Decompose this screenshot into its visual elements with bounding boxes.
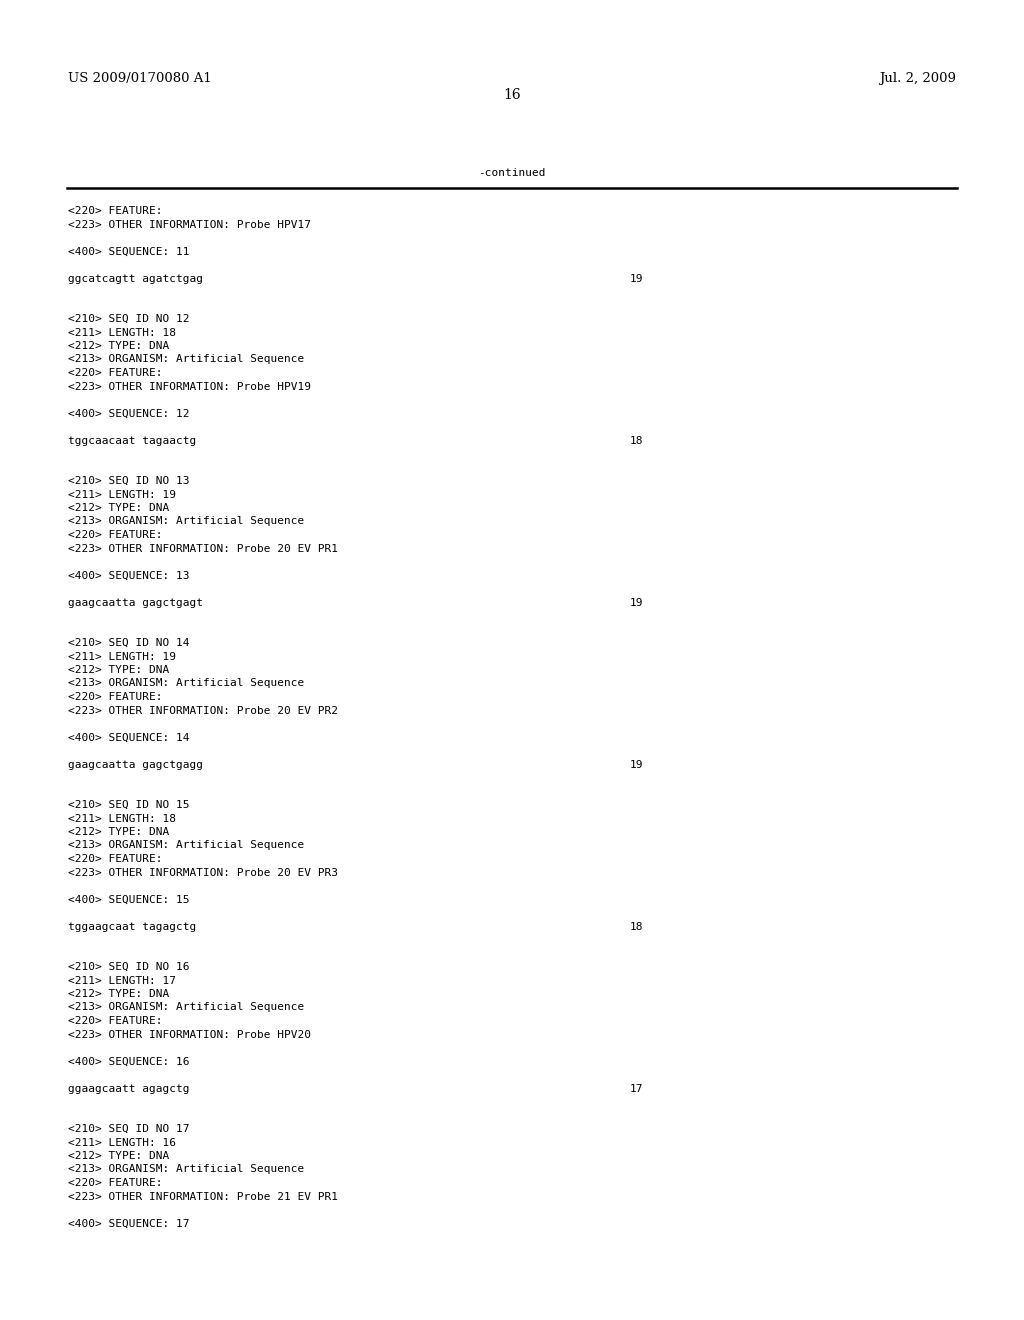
Text: tggcaacaat tagaactg: tggcaacaat tagaactg bbox=[68, 436, 197, 446]
Text: <400> SEQUENCE: 13: <400> SEQUENCE: 13 bbox=[68, 570, 189, 581]
Text: <212> TYPE: DNA: <212> TYPE: DNA bbox=[68, 828, 169, 837]
Text: <212> TYPE: DNA: <212> TYPE: DNA bbox=[68, 989, 169, 999]
Text: <210> SEQ ID NO 16: <210> SEQ ID NO 16 bbox=[68, 962, 189, 972]
Text: -continued: -continued bbox=[478, 168, 546, 178]
Text: <213> ORGANISM: Artificial Sequence: <213> ORGANISM: Artificial Sequence bbox=[68, 841, 304, 850]
Text: <211> LENGTH: 18: <211> LENGTH: 18 bbox=[68, 813, 176, 824]
Text: <223> OTHER INFORMATION: Probe 20 EV PR1: <223> OTHER INFORMATION: Probe 20 EV PR1 bbox=[68, 544, 338, 553]
Text: <211> LENGTH: 17: <211> LENGTH: 17 bbox=[68, 975, 176, 986]
Text: <211> LENGTH: 19: <211> LENGTH: 19 bbox=[68, 652, 176, 661]
Text: <223> OTHER INFORMATION: Probe HPV20: <223> OTHER INFORMATION: Probe HPV20 bbox=[68, 1030, 311, 1040]
Text: <400> SEQUENCE: 14: <400> SEQUENCE: 14 bbox=[68, 733, 189, 742]
Text: <210> SEQ ID NO 14: <210> SEQ ID NO 14 bbox=[68, 638, 189, 648]
Text: US 2009/0170080 A1: US 2009/0170080 A1 bbox=[68, 73, 212, 84]
Text: <220> FEATURE:: <220> FEATURE: bbox=[68, 1177, 163, 1188]
Text: <211> LENGTH: 18: <211> LENGTH: 18 bbox=[68, 327, 176, 338]
Text: 18: 18 bbox=[630, 436, 643, 446]
Text: <210> SEQ ID NO 17: <210> SEQ ID NO 17 bbox=[68, 1125, 189, 1134]
Text: <223> OTHER INFORMATION: Probe HPV17: <223> OTHER INFORMATION: Probe HPV17 bbox=[68, 219, 311, 230]
Text: 17: 17 bbox=[630, 1084, 643, 1093]
Text: <220> FEATURE:: <220> FEATURE: bbox=[68, 854, 163, 865]
Text: <210> SEQ ID NO 15: <210> SEQ ID NO 15 bbox=[68, 800, 189, 810]
Text: <220> FEATURE:: <220> FEATURE: bbox=[68, 692, 163, 702]
Text: <223> OTHER INFORMATION: Probe 20 EV PR2: <223> OTHER INFORMATION: Probe 20 EV PR2 bbox=[68, 705, 338, 715]
Text: <212> TYPE: DNA: <212> TYPE: DNA bbox=[68, 1151, 169, 1162]
Text: <220> FEATURE:: <220> FEATURE: bbox=[68, 1016, 163, 1026]
Text: <223> OTHER INFORMATION: Probe HPV19: <223> OTHER INFORMATION: Probe HPV19 bbox=[68, 381, 311, 392]
Text: <400> SEQUENCE: 11: <400> SEQUENCE: 11 bbox=[68, 247, 189, 256]
Text: <213> ORGANISM: Artificial Sequence: <213> ORGANISM: Artificial Sequence bbox=[68, 1164, 304, 1175]
Text: ggcatcagtt agatctgag: ggcatcagtt agatctgag bbox=[68, 273, 203, 284]
Text: <213> ORGANISM: Artificial Sequence: <213> ORGANISM: Artificial Sequence bbox=[68, 516, 304, 527]
Text: <400> SEQUENCE: 16: <400> SEQUENCE: 16 bbox=[68, 1056, 189, 1067]
Text: gaagcaatta gagctgagt: gaagcaatta gagctgagt bbox=[68, 598, 203, 607]
Text: 19: 19 bbox=[630, 759, 643, 770]
Text: <211> LENGTH: 19: <211> LENGTH: 19 bbox=[68, 490, 176, 499]
Text: 16: 16 bbox=[503, 88, 521, 102]
Text: 18: 18 bbox=[630, 921, 643, 932]
Text: <213> ORGANISM: Artificial Sequence: <213> ORGANISM: Artificial Sequence bbox=[68, 1002, 304, 1012]
Text: <213> ORGANISM: Artificial Sequence: <213> ORGANISM: Artificial Sequence bbox=[68, 678, 304, 689]
Text: <212> TYPE: DNA: <212> TYPE: DNA bbox=[68, 665, 169, 675]
Text: <220> FEATURE:: <220> FEATURE: bbox=[68, 206, 163, 216]
Text: tggaagcaat tagagctg: tggaagcaat tagagctg bbox=[68, 921, 197, 932]
Text: Jul. 2, 2009: Jul. 2, 2009 bbox=[879, 73, 956, 84]
Text: <223> OTHER INFORMATION: Probe 21 EV PR1: <223> OTHER INFORMATION: Probe 21 EV PR1 bbox=[68, 1192, 338, 1201]
Text: <400> SEQUENCE: 15: <400> SEQUENCE: 15 bbox=[68, 895, 189, 904]
Text: <400> SEQUENCE: 12: <400> SEQUENCE: 12 bbox=[68, 408, 189, 418]
Text: 19: 19 bbox=[630, 598, 643, 607]
Text: <213> ORGANISM: Artificial Sequence: <213> ORGANISM: Artificial Sequence bbox=[68, 355, 304, 364]
Text: ggaagcaatt agagctg: ggaagcaatt agagctg bbox=[68, 1084, 189, 1093]
Text: <211> LENGTH: 16: <211> LENGTH: 16 bbox=[68, 1138, 176, 1147]
Text: <220> FEATURE:: <220> FEATURE: bbox=[68, 531, 163, 540]
Text: <212> TYPE: DNA: <212> TYPE: DNA bbox=[68, 503, 169, 513]
Text: gaagcaatta gagctgagg: gaagcaatta gagctgagg bbox=[68, 759, 203, 770]
Text: <220> FEATURE:: <220> FEATURE: bbox=[68, 368, 163, 378]
Text: 19: 19 bbox=[630, 273, 643, 284]
Text: <400> SEQUENCE: 17: <400> SEQUENCE: 17 bbox=[68, 1218, 189, 1229]
Text: <212> TYPE: DNA: <212> TYPE: DNA bbox=[68, 341, 169, 351]
Text: <210> SEQ ID NO 13: <210> SEQ ID NO 13 bbox=[68, 477, 189, 486]
Text: <223> OTHER INFORMATION: Probe 20 EV PR3: <223> OTHER INFORMATION: Probe 20 EV PR3 bbox=[68, 867, 338, 878]
Text: <210> SEQ ID NO 12: <210> SEQ ID NO 12 bbox=[68, 314, 189, 323]
